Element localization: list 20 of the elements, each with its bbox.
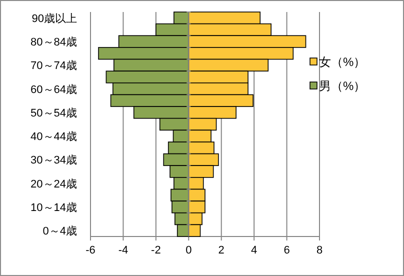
y-tick-label: 60～64歳 (30, 82, 77, 96)
legend-label: 女（%） (319, 55, 366, 69)
x-tick-label: -6 (86, 244, 96, 256)
x-tick-label: 8 (316, 244, 323, 256)
x-tick-label: 6 (284, 244, 290, 256)
x-tick-label: -2 (151, 244, 161, 256)
y-tick-label: 0～4歳 (42, 224, 77, 238)
y-tick-label: 10～14歳 (30, 200, 77, 214)
x-tick-label: 2 (218, 244, 224, 256)
x-tick-label: 0 (186, 244, 192, 256)
y-tick-label: 90歳以上 (32, 12, 77, 25)
x-tick-label: 4 (251, 244, 258, 256)
y-tick-label: 20～24歳 (30, 177, 77, 190)
y-tick-label: 80～84歳 (30, 36, 77, 49)
y-tick-label: 50～54歳 (30, 106, 77, 120)
y-tick-label: 40～44歳 (30, 130, 77, 144)
y-tick-label: 30～34歳 (30, 154, 77, 167)
y-tick-label: 70～74歳 (30, 59, 77, 72)
legend-label: 男（%） (319, 79, 366, 93)
x-tick-label: -4 (118, 244, 128, 256)
